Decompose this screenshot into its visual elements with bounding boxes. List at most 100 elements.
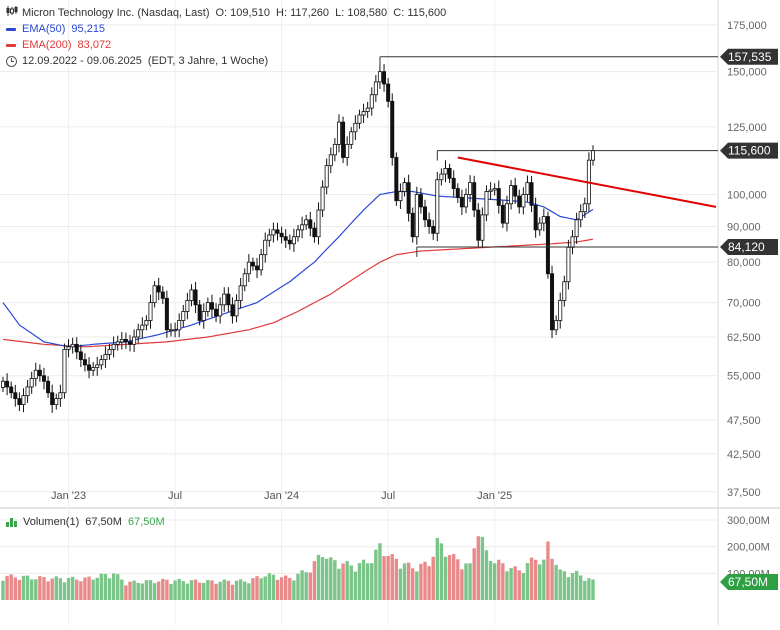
volume-bar [480,536,485,600]
volume-bar [29,579,34,600]
volume-bar [579,575,583,600]
volume-bar [472,548,476,600]
volume-bar [513,566,517,600]
candle [37,364,42,382]
candle [99,354,104,370]
volume-bar [574,570,579,600]
candle-body [304,219,309,226]
candle-body [410,212,415,238]
candle-body [255,265,260,271]
volume-bar [357,563,362,600]
volume-bar [255,576,259,600]
volume-tick-label: 300,00M [727,515,770,527]
candle-body [189,289,194,301]
candle [58,384,63,407]
candle-body [521,194,526,208]
candle-body [427,219,432,227]
candle [341,116,346,164]
volume-bar [238,579,243,600]
y-tick-label: 62,500 [727,332,761,344]
candles-series [0,64,596,413]
volume-bar [156,581,161,600]
candle-body [193,289,198,306]
candle-body [111,343,116,350]
candle [406,174,411,222]
candle [459,189,464,215]
volume-legend: Volumen(1) 67,50M 67,50M [6,516,165,528]
candle [246,254,251,283]
volume-bar [562,571,567,600]
candle [398,183,403,209]
ema50-value: 95,215 [71,23,106,35]
volume-label: Volumen(1) [23,516,80,528]
candle-body [107,348,112,355]
candle [230,297,235,324]
ema200-label: EMA(200) [22,39,72,51]
candle [152,281,157,308]
candle-body [46,380,51,394]
candle-body [209,302,214,310]
volume-bar [583,580,587,600]
candle [463,188,468,214]
volume-bar [308,572,312,600]
candle [455,183,460,203]
candle [562,275,567,307]
ema200-value: 83,072 [77,39,112,51]
volume-tag-shape [720,574,778,590]
x-tick-label: Jul [168,490,182,502]
ema50-line [2,190,594,348]
price-tag-label: 84,120 [728,240,765,254]
candle-body [177,320,182,331]
candle-body [74,343,79,353]
candle-body [250,261,255,267]
candle-body [459,197,464,208]
candle-body [82,359,87,366]
volume-bar [390,554,394,600]
candle [402,177,407,197]
candle-body [455,188,460,198]
volume-bar [267,573,272,600]
candle-body [156,285,161,293]
candle [574,212,579,244]
volume-bar [415,571,419,600]
volume-bar [116,574,120,600]
candle [295,224,300,242]
candle-body [336,121,341,145]
candle-body [394,157,399,202]
volume-bar [66,577,71,600]
volume-bar [230,584,235,600]
candle-body [504,203,509,224]
volume-bar [13,577,17,600]
candle-body [328,154,333,167]
candle-body [353,122,358,133]
candle [197,300,202,326]
candle-body [275,229,280,234]
candle [468,175,473,203]
candle-body [418,194,423,208]
candle-body [91,367,96,371]
candle [427,212,432,234]
candle [521,187,526,215]
candle-body [533,204,538,231]
candle-body [168,329,173,332]
candle-body [324,165,329,188]
candle-body [361,111,366,116]
candle [189,284,194,307]
candle-body [566,246,571,283]
volume-tag: 67,50M [720,574,778,590]
candle [504,195,509,232]
candle-body [283,236,288,241]
candle [332,138,337,162]
candle-body [341,121,346,158]
candle [164,290,169,338]
volume-bar [144,580,149,600]
candle [185,292,190,320]
volume-bar [591,579,595,600]
candle-body [451,177,456,189]
candle [87,357,92,379]
candle [578,204,583,228]
candle-body [222,293,227,306]
volume-bar [370,563,374,600]
candle [54,393,59,410]
candle [480,207,485,248]
